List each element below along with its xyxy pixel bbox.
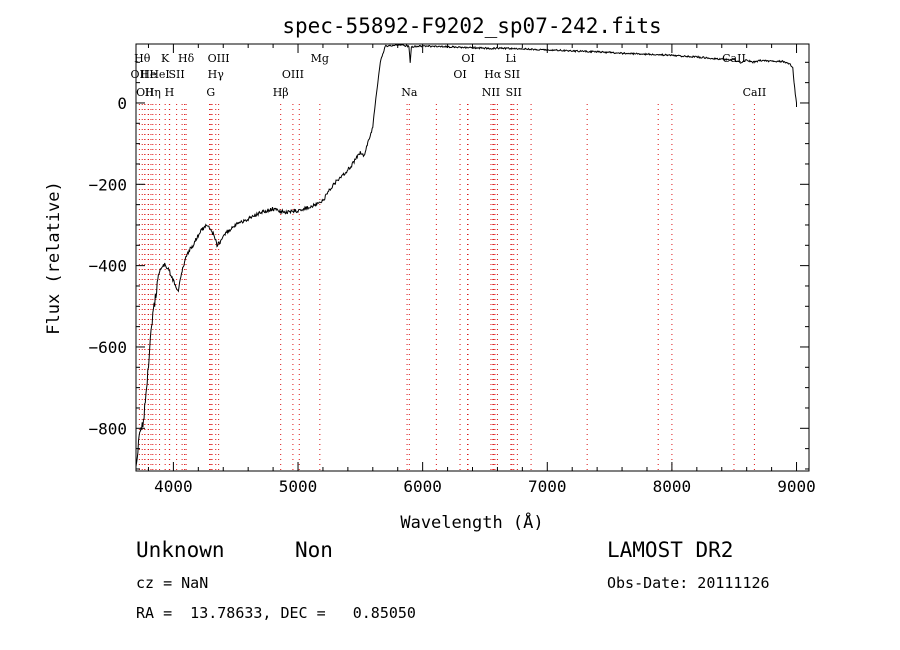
line-marker-label: OI [461,52,474,65]
line-marker-label: Li [505,52,516,65]
line-marker-label: Na [401,86,418,99]
line-marker-label: NII [482,86,500,99]
line-marker-label: OIII [208,52,230,65]
line-marker-label: OII [131,68,149,81]
line-marker-label: OI [453,68,466,81]
line-marker-label: G [206,86,215,99]
x-tick-label: 7000 [528,477,567,496]
x-tick-label: 5000 [279,477,318,496]
x-tick-label: 4000 [154,477,193,496]
line-marker-label: H [165,86,175,99]
line-marker-label: SII [504,68,520,81]
x-tick-label: 6000 [403,477,442,496]
redshift-label: cz = NaN [136,574,209,592]
coordinates-label: RA = 13.78633, DEC = 0.85050 [136,604,416,622]
axis-ticks: 4000 5000 6000 7000 8000 9000 0 −200 −400 −600 −80… [88,44,816,496]
y-axis-label: Flux (relative) [44,181,64,335]
line-marker-label: OIII [282,68,304,81]
line-marker-label: K [161,52,170,65]
chart-title: spec-55892-F9202_sp07-242.fits [282,14,661,38]
line-marker-label: SII [169,68,185,81]
x-tick-label: 9000 [777,477,816,496]
line-marker-label: Hα [484,68,502,81]
line-marker-label: Hδ [178,52,195,65]
y-tick-label: −200 [88,175,127,194]
line-marker-label: Mg [311,52,329,65]
line-marker-label: CaII [722,52,746,65]
line-markers: OIIHθOIIHeHηHeIKHSIIHδGHγOIIIHβOIIIMgNaO… [131,52,767,471]
class-label: Unknown [136,538,225,562]
line-marker-label: Hθ [134,52,151,65]
line-marker-label: SII [506,86,522,99]
line-marker-label: OII [136,86,154,99]
y-tick-label: −400 [88,257,127,276]
flux-series-line [135,43,797,467]
line-marker-label: He [140,68,156,81]
y-tick-label: 0 [117,94,127,113]
plot-frame [135,43,810,472]
survey-label: LAMOST DR2 [607,538,734,562]
x-axis-label: Wavelength (Å) [400,511,543,533]
subclass-label: Non [295,538,333,562]
line-marker-label: CaII [743,86,767,99]
line-marker-label: HeI [149,68,169,81]
x-tick-label: 8000 [653,477,692,496]
y-tick-label: −800 [88,419,127,438]
obs-date-label: Obs-Date: 20111126 [607,574,770,592]
y-tick-label: −600 [88,338,127,357]
line-marker-label: Hβ [273,86,289,99]
line-marker-label: Hγ [208,68,225,81]
line-marker-label: Hη [145,86,161,99]
